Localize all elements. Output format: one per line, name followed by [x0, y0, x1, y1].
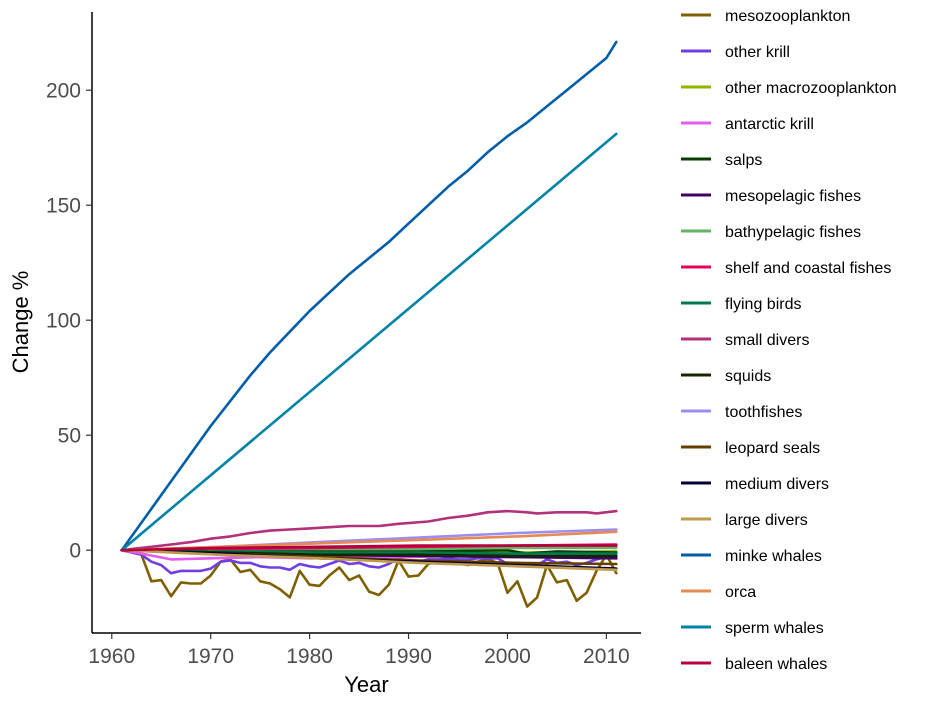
series-line-9 — [120, 509, 618, 552]
series-line-0 — [120, 548, 618, 608]
y-tick-label: 50 — [58, 425, 81, 448]
legend-label: squids — [725, 368, 771, 385]
series-layer — [120, 40, 618, 608]
x-tick-label: 2010 — [583, 645, 630, 668]
legend: mesozooplankton other krill other macrozoo… — [681, 8, 897, 673]
series-line-18 — [120, 544, 618, 552]
y-tick-label: 100 — [46, 310, 81, 333]
x-axis-title: Year — [344, 672, 388, 697]
series-line-14 — [120, 548, 618, 572]
y-tick-label: 200 — [46, 80, 81, 103]
legend-label: large divers — [725, 512, 808, 529]
legend-label: sperm whales — [725, 620, 824, 637]
x-tick-label: 1960 — [88, 645, 135, 668]
y-tick-label: 150 — [46, 195, 81, 218]
x-tick-label: 1980 — [286, 645, 333, 668]
legend-label: baleen whales — [725, 656, 827, 673]
legend-label: antarctic krill — [725, 116, 814, 133]
legend-label: medium divers — [725, 476, 829, 493]
series-line-15 — [120, 40, 618, 552]
legend-label: minke whales — [725, 548, 822, 565]
legend-label: mesozooplankton — [725, 8, 850, 25]
legend-label: orca — [725, 584, 756, 601]
legend-label: leopard seals — [725, 440, 820, 457]
legend-label: other krill — [725, 44, 790, 61]
legend-label: other macrozooplankton — [725, 80, 897, 97]
legend-label: bathypelagic fishes — [725, 224, 861, 241]
legend-label: flying birds — [725, 296, 801, 313]
y-tick-label: 0 — [69, 540, 81, 563]
x-tick-label: 1970 — [187, 645, 234, 668]
legend-label: mesopelagic fishes — [725, 188, 861, 205]
axes — [91, 12, 641, 634]
x-tick-label: 2000 — [484, 645, 531, 668]
series-line-17 — [120, 132, 618, 552]
ticks: 1960 1970 1980 1990 2000 2010 0 50 100 150 200 — [46, 80, 630, 668]
legend-label: shelf and coastal fishes — [725, 260, 891, 277]
y-axis-title: Change % — [8, 271, 33, 374]
legend-label: salps — [725, 152, 762, 169]
legend-label: small divers — [725, 332, 809, 349]
legend-label: toothfishes — [725, 404, 802, 421]
x-tick-label: 1990 — [385, 645, 432, 668]
